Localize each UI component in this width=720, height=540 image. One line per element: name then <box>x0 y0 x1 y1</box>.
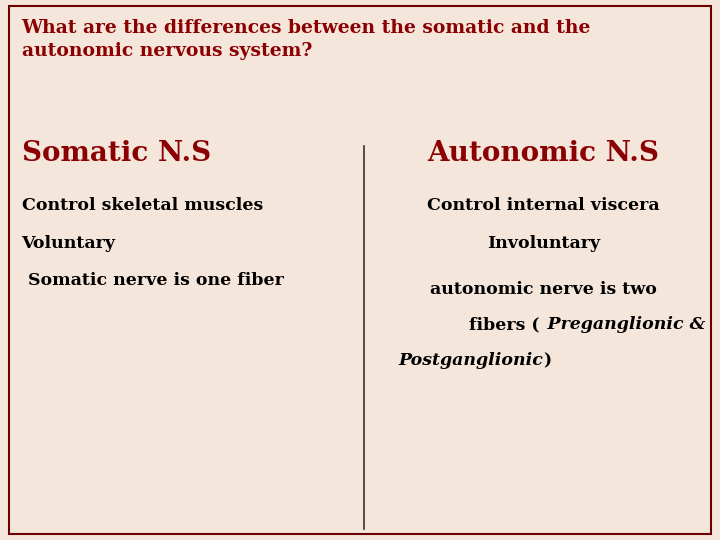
Text: Somatic nerve is one fiber: Somatic nerve is one fiber <box>22 272 284 288</box>
Text: Somatic N.S: Somatic N.S <box>22 140 211 167</box>
Text: Voluntary: Voluntary <box>22 235 116 252</box>
Text: Postganglionic: Postganglionic <box>399 352 544 369</box>
Text: autonomic nervous system?: autonomic nervous system? <box>22 42 312 60</box>
FancyBboxPatch shape <box>9 6 711 534</box>
Text: Involuntary: Involuntary <box>487 235 600 252</box>
Text: Autonomic N.S: Autonomic N.S <box>428 140 660 167</box>
Text: autonomic nerve is two: autonomic nerve is two <box>430 281 657 298</box>
Text: fibers (: fibers ( <box>469 316 544 333</box>
Text: What are the differences between the somatic and the: What are the differences between the som… <box>22 19 591 37</box>
Text: Control skeletal muscles: Control skeletal muscles <box>22 197 263 214</box>
Text: Preganglionic &: Preganglionic & <box>544 316 705 333</box>
Text: ): ) <box>544 352 552 369</box>
Text: Control internal viscera: Control internal viscera <box>427 197 660 214</box>
